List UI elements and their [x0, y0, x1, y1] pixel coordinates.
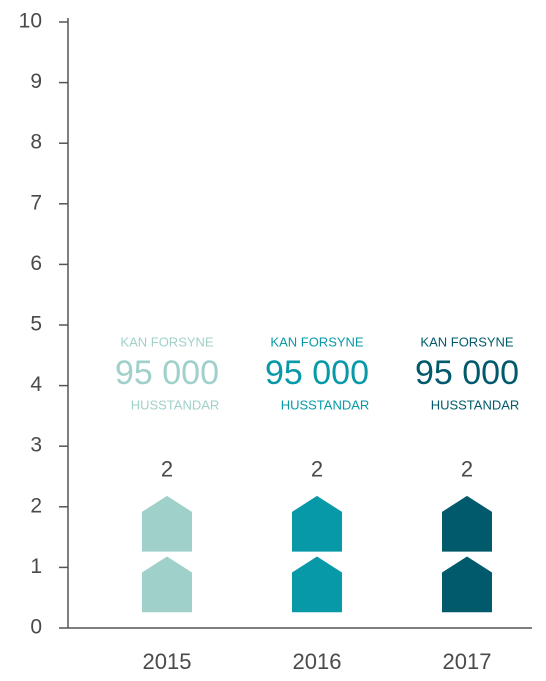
y-tick-label: 5	[30, 313, 42, 336]
annotation-bottom: HUSSTANDAR	[281, 397, 370, 412]
value-label: 2	[311, 456, 323, 481]
house-icon	[142, 556, 192, 613]
y-tick-label: 8	[30, 131, 42, 154]
bar	[292, 495, 342, 613]
annotation-top: KAN FORSYNE	[270, 334, 364, 349]
x-tick-label: 2016	[293, 649, 342, 674]
house-icon	[292, 556, 342, 613]
y-tick-label: 2	[30, 494, 42, 517]
annotation-bottom: HUSSTANDAR	[131, 397, 220, 412]
annotation-value: 95 000	[415, 354, 519, 392]
value-label: 2	[161, 456, 173, 481]
y-tick-label: 6	[30, 252, 42, 275]
y-tick-label: 4	[30, 373, 42, 396]
annotation-top: KAN FORSYNE	[120, 334, 214, 349]
y-tick-label: 1	[30, 555, 42, 578]
annotation-top: KAN FORSYNE	[420, 334, 514, 349]
house-icon	[142, 495, 192, 552]
annotation-bottom: HUSSTANDAR	[431, 397, 520, 412]
bar	[142, 495, 192, 613]
x-tick-label: 2017	[443, 649, 492, 674]
y-tick-label: 10	[19, 10, 42, 33]
annotation-value: 95 000	[115, 354, 219, 392]
value-label: 2	[461, 456, 473, 481]
y-tick-label: 3	[30, 434, 42, 457]
bar	[442, 495, 492, 613]
y-tick-label: 7	[30, 191, 42, 214]
annotation-value: 95 000	[265, 354, 369, 392]
house-icon	[442, 556, 492, 613]
y-tick-label: 0	[30, 616, 42, 639]
y-tick-label: 9	[30, 70, 42, 93]
x-tick-label: 2015	[143, 649, 192, 674]
house-icon	[292, 495, 342, 552]
house-icon	[442, 495, 492, 552]
